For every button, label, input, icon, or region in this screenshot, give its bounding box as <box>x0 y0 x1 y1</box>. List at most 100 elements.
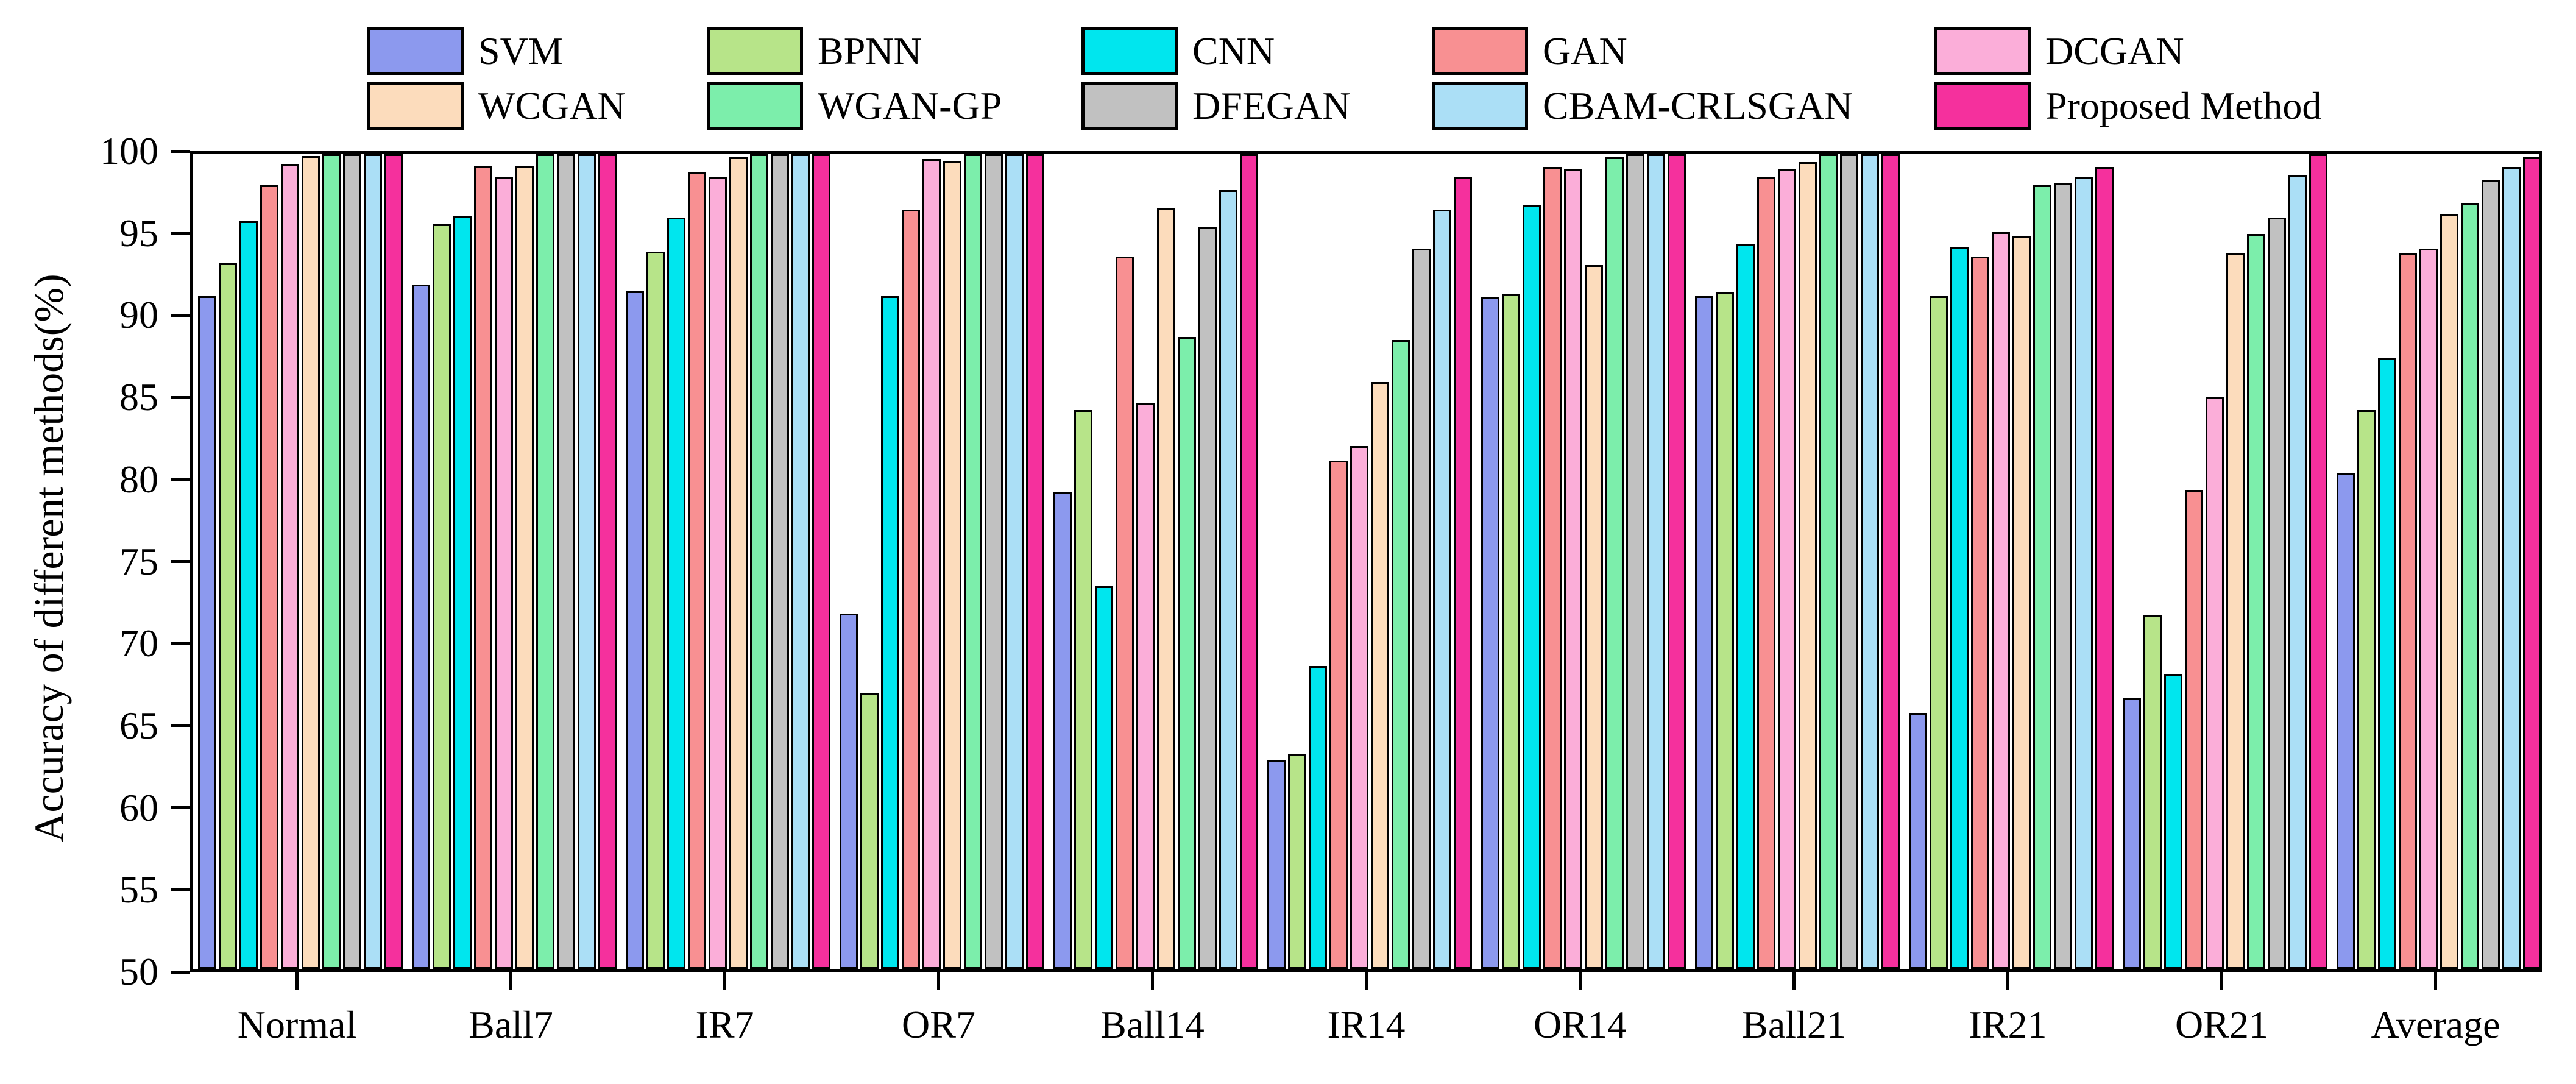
bar-cnn <box>1736 244 1755 969</box>
bar-cnn <box>239 221 258 969</box>
bar-svm <box>2122 698 2141 969</box>
bar-cnn <box>1308 665 1327 969</box>
bar-wgan-gp <box>749 154 768 969</box>
y-tick <box>171 313 190 317</box>
legend-swatch <box>1432 27 1528 75</box>
x-tick-label: Normal <box>237 1003 357 1046</box>
bar-cnn <box>2377 358 2396 969</box>
x-tick-label: Ball14 <box>1100 1003 1205 1046</box>
bar-cbam-crlsgan <box>791 154 810 969</box>
bar-dcgan <box>1777 169 1796 969</box>
bar-gan <box>1329 460 1348 969</box>
y-tick <box>171 149 190 153</box>
bar-bpnn <box>432 224 451 969</box>
bar-group <box>2118 154 2332 969</box>
bar-cbam-crlsgan <box>1219 190 1237 969</box>
x-tick-label: IR7 <box>695 1003 754 1046</box>
bar-dfegan <box>984 154 1003 969</box>
bar-group <box>1476 154 1690 969</box>
bar-cnn <box>453 216 472 969</box>
bar-wgan-gp <box>536 154 554 969</box>
x-tick <box>2006 972 2009 990</box>
bar-cnn <box>1950 247 1969 969</box>
bar-dfegan <box>1412 249 1431 969</box>
bar-cbam-crlsgan <box>2074 177 2093 969</box>
bar-bpnn <box>860 693 879 969</box>
bar-cbam-crlsgan <box>1860 154 1879 969</box>
bar-svm <box>1481 297 1499 969</box>
x-tick <box>1792 972 1796 990</box>
bar-svm <box>625 291 644 969</box>
bar-svm <box>1908 713 1927 969</box>
bar-bpnn <box>1074 409 1092 969</box>
x-tick <box>937 972 940 990</box>
bar-proposed-method <box>2095 167 2114 969</box>
y-tick <box>171 642 190 645</box>
bar-wcgan <box>2440 214 2458 969</box>
bar-proposed-method <box>1881 154 1900 969</box>
bar-dfegan <box>2481 180 2500 969</box>
y-tick <box>171 724 190 728</box>
x-tick <box>1151 972 1154 990</box>
legend-swatch <box>1934 82 2031 130</box>
legend-item: WGAN-GP <box>707 82 1002 130</box>
y-tick <box>171 478 190 481</box>
y-tick-label: 60 <box>119 785 158 829</box>
bar-wcgan <box>1156 208 1175 969</box>
bar-group <box>621 154 835 969</box>
legend-item: CNN <box>1081 27 1275 76</box>
bar-cnn <box>880 296 899 969</box>
bar-proposed-method <box>1025 154 1044 969</box>
y-tick-label: 95 <box>119 211 158 255</box>
bar-group <box>1904 154 2118 969</box>
bar-bpnn <box>1287 754 1306 969</box>
bar-bpnn <box>1715 292 1734 969</box>
x-tick <box>723 972 726 990</box>
legend-item: BPNN <box>707 27 922 76</box>
bar-proposed-method <box>1453 177 1472 969</box>
bar-bpnn <box>2357 409 2376 969</box>
bar-dcgan <box>2419 249 2438 969</box>
legend-label: DFEGAN <box>1192 84 1351 127</box>
x-tick-label: IR21 <box>1969 1003 2047 1046</box>
bar-cbam-crlsgan <box>577 154 596 969</box>
bar-cbam-crlsgan <box>1432 209 1451 969</box>
x-tick-label: Ball21 <box>1742 1003 1846 1046</box>
bar-wgan-gp <box>322 154 341 969</box>
legend-item: GAN <box>1432 27 1627 76</box>
legend-item: SVM <box>367 27 563 76</box>
legend-item: DCGAN <box>1934 27 2184 76</box>
legend-label: WGAN-GP <box>818 84 1002 127</box>
y-tick <box>171 806 190 810</box>
bar-svm <box>2336 473 2355 969</box>
legend-item: DFEGAN <box>1081 82 1351 130</box>
bar-wgan-gp <box>1177 336 1196 969</box>
x-tick-label: Average <box>2371 1003 2500 1046</box>
bar-dfegan <box>1198 227 1217 969</box>
bar-wcgan <box>943 160 961 969</box>
y-tick <box>171 395 190 399</box>
bar-wgan-gp <box>2460 203 2479 969</box>
legend-label: GAN <box>1543 29 1627 73</box>
bar-gan <box>473 165 492 969</box>
bar-gan <box>260 185 278 969</box>
legend-swatch <box>1081 27 1178 75</box>
bar-proposed-method <box>812 154 830 969</box>
bar-svm <box>1694 296 1713 969</box>
bar-cbam-crlsgan <box>1646 154 1665 969</box>
bar-wcgan <box>2012 235 2031 969</box>
bar-wgan-gp <box>1391 339 1410 969</box>
bar-svm <box>1053 491 1072 969</box>
bar-wcgan <box>1798 162 1817 969</box>
legend-swatch <box>1934 27 2031 75</box>
bar-bpnn <box>2143 615 2162 969</box>
bar-dcgan <box>1991 232 2010 969</box>
legend-swatch <box>367 27 464 75</box>
x-tick-label: OR21 <box>2175 1003 2268 1046</box>
legend-swatch <box>367 82 464 130</box>
bar-dfegan <box>1626 154 1644 969</box>
bar-bpnn <box>1501 294 1520 969</box>
x-tick-label: Ball7 <box>469 1003 553 1046</box>
y-tick <box>171 888 190 891</box>
